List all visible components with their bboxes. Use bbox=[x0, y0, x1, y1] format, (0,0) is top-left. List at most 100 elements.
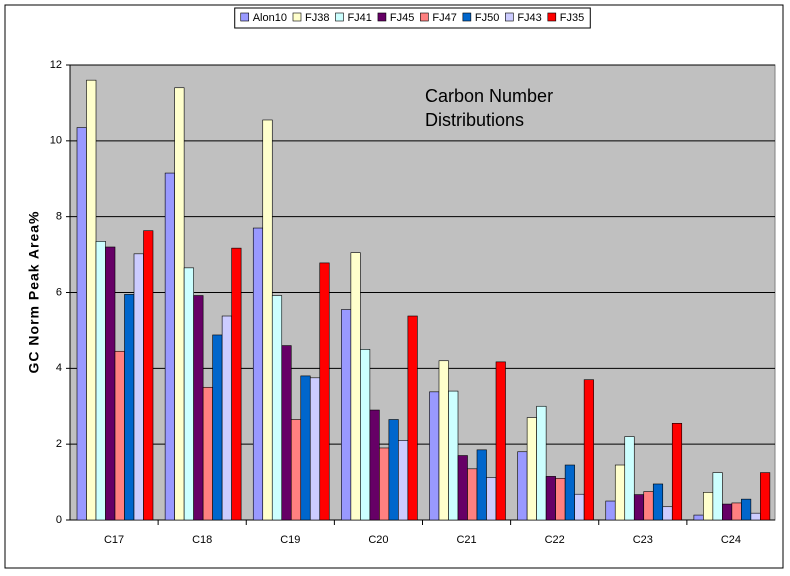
bar bbox=[712, 472, 723, 521]
bar bbox=[662, 506, 673, 521]
legend-swatch bbox=[335, 12, 344, 22]
bar bbox=[476, 449, 487, 521]
legend-label: FJ47 bbox=[432, 12, 456, 24]
y-tick-label: 10 bbox=[50, 135, 62, 147]
bar bbox=[671, 423, 683, 521]
legend-label: FJ38 bbox=[305, 12, 329, 24]
x-tick-label: C17 bbox=[104, 534, 124, 546]
bar bbox=[731, 502, 742, 521]
x-tick-label: C19 bbox=[280, 534, 300, 546]
bar bbox=[583, 379, 594, 521]
bar bbox=[722, 503, 733, 521]
bar bbox=[76, 127, 87, 521]
y-tick-label: 0 bbox=[56, 514, 62, 526]
bar bbox=[457, 455, 468, 521]
bar bbox=[105, 246, 116, 521]
bar bbox=[360, 349, 371, 521]
x-tick-label: C22 bbox=[545, 534, 565, 546]
legend-label: FJ41 bbox=[347, 12, 371, 24]
bar bbox=[536, 405, 547, 521]
x-tick-label: C20 bbox=[368, 534, 388, 546]
legend-label: FJ43 bbox=[517, 12, 541, 24]
bar bbox=[252, 227, 264, 521]
legend-swatch bbox=[420, 12, 429, 22]
legend-swatch bbox=[505, 12, 514, 22]
y-tick-label: 2 bbox=[56, 438, 62, 450]
bar bbox=[750, 512, 761, 521]
bar bbox=[407, 315, 418, 521]
legend-label: FJ45 bbox=[390, 12, 414, 24]
x-tick-label: C23 bbox=[633, 534, 653, 546]
bar bbox=[741, 498, 752, 521]
y-tick-label: 6 bbox=[56, 286, 62, 298]
x-tick-label: C18 bbox=[192, 534, 212, 546]
legend-box bbox=[234, 7, 591, 29]
bar bbox=[760, 472, 771, 521]
bar bbox=[193, 295, 204, 521]
bar bbox=[379, 447, 390, 521]
bar bbox=[95, 241, 106, 521]
bar bbox=[564, 464, 575, 521]
legend-label: FJ50 bbox=[475, 12, 499, 24]
bar bbox=[448, 390, 459, 521]
bar bbox=[133, 253, 144, 521]
bar bbox=[703, 492, 714, 521]
bar bbox=[605, 500, 616, 521]
bar bbox=[633, 494, 645, 521]
bar bbox=[281, 345, 292, 521]
legend-label: FJ35 bbox=[560, 12, 584, 24]
y-tick-label: 4 bbox=[56, 362, 62, 374]
annotation: Carbon Number Distributions bbox=[425, 86, 554, 130]
bar bbox=[124, 294, 135, 521]
bar bbox=[319, 262, 330, 521]
bar bbox=[526, 417, 537, 521]
y-tick-label: 12 bbox=[50, 59, 62, 71]
legend-swatch bbox=[240, 12, 250, 22]
bar bbox=[693, 514, 704, 521]
bar bbox=[369, 409, 380, 521]
bar bbox=[212, 334, 223, 521]
x-tick-label: C21 bbox=[456, 534, 476, 546]
bar bbox=[143, 230, 154, 521]
bar bbox=[271, 295, 283, 521]
bar bbox=[231, 247, 242, 521]
bar bbox=[341, 309, 352, 521]
bar bbox=[614, 464, 626, 521]
bar bbox=[624, 436, 635, 521]
bar bbox=[350, 252, 361, 521]
bar bbox=[438, 360, 449, 521]
bar bbox=[221, 315, 232, 521]
bar bbox=[309, 377, 321, 521]
legend-swatch bbox=[547, 12, 557, 22]
bar bbox=[398, 440, 409, 521]
bar bbox=[467, 468, 478, 521]
legend-swatch bbox=[377, 12, 387, 22]
bar bbox=[388, 419, 399, 521]
x-tick-label: C24 bbox=[721, 534, 741, 546]
bar bbox=[555, 477, 566, 521]
bar bbox=[574, 493, 585, 521]
bar bbox=[164, 172, 175, 521]
legend-swatch bbox=[292, 12, 302, 22]
legend-swatch bbox=[462, 12, 472, 22]
bar bbox=[86, 79, 97, 521]
bar bbox=[183, 267, 194, 521]
y-axis-title: GC Norm Peak Area% bbox=[26, 211, 42, 374]
bar bbox=[486, 477, 497, 521]
bar bbox=[495, 361, 506, 521]
bar bbox=[114, 350, 125, 521]
y-tick-label: 8 bbox=[56, 211, 62, 223]
bar bbox=[643, 491, 654, 521]
bar bbox=[545, 476, 556, 521]
bar bbox=[262, 119, 273, 521]
bar bbox=[517, 451, 528, 521]
bar bbox=[290, 419, 302, 521]
bar bbox=[652, 483, 664, 521]
bar bbox=[429, 391, 440, 521]
legend-label: Alon10 bbox=[253, 12, 287, 24]
bar bbox=[174, 87, 185, 521]
bar bbox=[202, 386, 213, 521]
bar bbox=[300, 375, 311, 521]
